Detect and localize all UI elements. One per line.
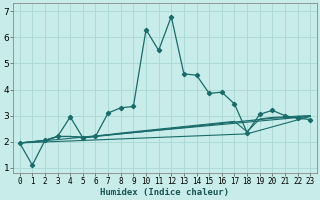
- X-axis label: Humidex (Indice chaleur): Humidex (Indice chaleur): [100, 188, 229, 197]
